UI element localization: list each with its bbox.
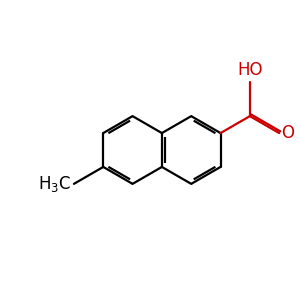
Text: HO: HO xyxy=(237,61,262,79)
Text: $\mathregular{H_3C}$: $\mathregular{H_3C}$ xyxy=(38,174,71,194)
Text: O: O xyxy=(281,124,294,142)
